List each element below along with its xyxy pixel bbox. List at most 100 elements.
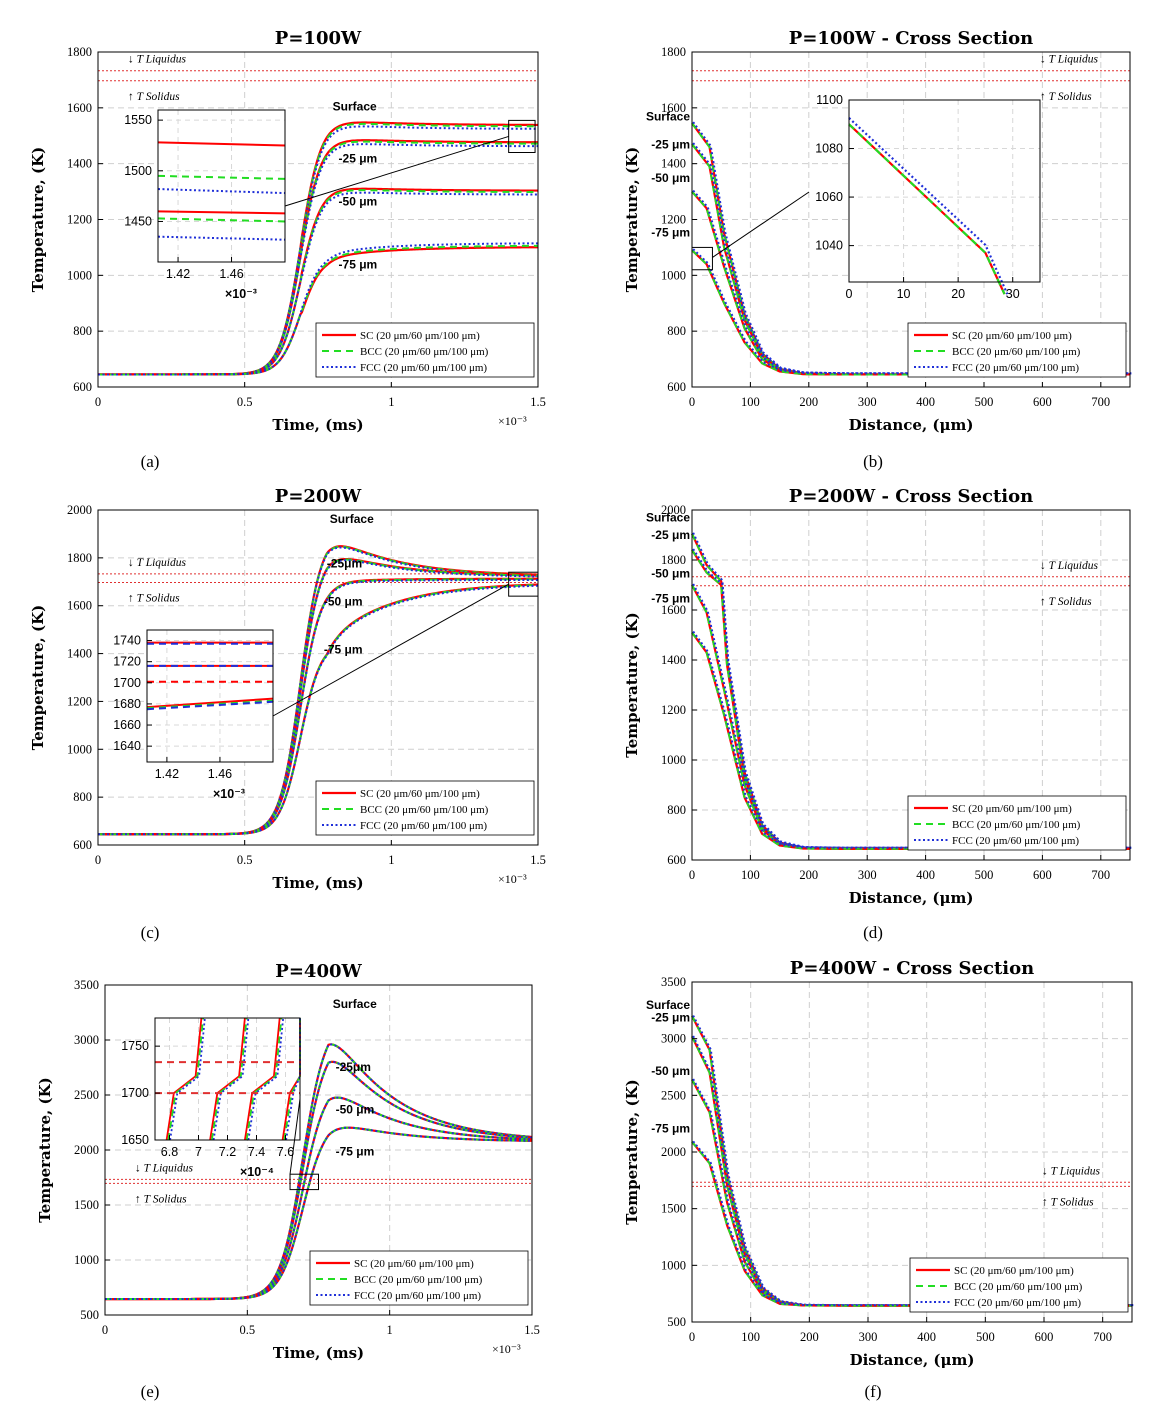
x-tick-label: 0 [689,1330,695,1344]
y-tick-label: 1740 [113,634,141,648]
y-tick-label: 1680 [113,697,141,711]
x-multiplier: ×10⁻³ [498,872,527,886]
curve-label: -75 μm [339,257,378,271]
y-tick-label: 3500 [74,978,99,992]
curve-0-fcc [105,1043,533,1301]
zoom-connector [712,191,810,258]
x-tick-label: 200 [799,868,818,882]
curve-label: -50 μm [339,195,378,209]
y-tick-label: 1040 [815,239,843,253]
y-tick-label: 1060 [815,190,843,204]
curve-label: Surface [330,512,374,526]
profile-label: -75 μm [651,225,690,239]
profile-label: -25 μm [651,528,690,542]
zoom-box [289,1173,319,1191]
legend-entry-bcc: BCC (20 μm/60 μm/100 μm) [952,819,1081,831]
y-tick-label: 1660 [113,718,141,732]
liquidus-label: ↓ T Liquidus [128,54,186,66]
x-tick-label: 0 [689,395,695,409]
x-tick-label: 7.2 [219,1145,236,1159]
y-tick-label: 1500 [661,1202,686,1216]
x-tick-label: 1 [388,395,394,409]
curve-3-fcc [98,584,539,836]
x-multiplier: ×10⁻³ [492,1342,521,1356]
y-tick-label: 2000 [67,503,92,517]
profile-label: Surface [646,510,690,524]
y-tick-label: 1750 [121,1039,149,1053]
y-tick-label: 1800 [661,553,686,567]
x-tick-label: 20 [951,287,965,301]
liquidus-label: ↓ T Liquidus [135,1162,193,1174]
panel-e: ↓ T Liquidus ↑ T Solidus Surface -25μm -50 μ… [36,961,540,1401]
plot-frame [97,509,539,846]
legend-entry-fcc: FCC (20 μm/60 μm/100 μm) [954,1297,1081,1309]
panel-title: P=200W [275,486,362,507]
solidus-label: ↑ T Solidus [135,1193,187,1205]
y-tick-label: 1450 [124,214,152,228]
x-tick-label: 1.46 [219,267,243,281]
x-axis-label: Distance, (μm) [850,1351,975,1369]
legend-entry-fcc: FCC (20 μm/60 μm/100 μm) [952,362,1079,374]
y-tick-label: 1100 [816,93,843,107]
curve-label: -75 μm [336,1145,375,1159]
x-tick-label: 1 [387,1323,393,1337]
x-tick-label: 0 [102,1323,108,1337]
curve-label: -25 μm [339,151,378,165]
curve-label: -25μm [336,1060,371,1074]
y-tick-label: 2500 [74,1088,99,1102]
panel-caption: (a) [141,452,160,471]
curve-1-fcc [105,1060,533,1301]
y-tick-label: 1500 [74,1198,99,1212]
y-tick-label: 800 [667,324,686,338]
y-axis-label: Temperature, (K) [29,147,47,292]
y-tick-label: 1800 [67,45,92,59]
panel-caption: (b) [863,452,883,471]
y-axis-label: Temperature, (K) [29,605,47,750]
y-tick-label: 800 [73,790,92,804]
liquidus-label: ↓ T Liquidus [1040,560,1098,572]
curve-label: Surface [333,100,377,114]
y-tick-label: 2500 [661,1088,686,1102]
y-tick-label: 1600 [67,101,92,115]
y-tick-label: 1800 [67,551,92,565]
x-tick-label: 200 [799,395,818,409]
y-tick-label: 1200 [67,694,92,708]
inset-frame [848,99,1041,283]
inset-frame [157,109,286,263]
y-tick-label: 3000 [74,1033,99,1047]
x-tick-label: 400 [916,395,935,409]
y-tick-label: 1400 [67,157,92,171]
x-tick-label: 10 [897,287,911,301]
inset-series-sc [165,1017,203,1141]
inset-x-multiplier: ×10⁻³ [213,787,245,801]
x-tick-label: 30 [1006,287,1020,301]
profile-1-fcc [692,142,1132,375]
panel-title: P=200W - Cross Section [789,486,1033,507]
x-tick-label: 1.5 [530,853,546,867]
y-tick-label: 3500 [661,975,686,989]
y-tick-label: 1800 [661,45,686,59]
y-tick-label: 1000 [67,742,92,756]
inset-series-sc [146,697,274,709]
y-axis-label: Temperature, (K) [623,612,641,757]
legend-entry-sc: SC (20 μm/60 μm/100 μm) [952,803,1072,815]
inset-background [849,100,1040,282]
zoom-box [691,246,713,271]
profile-label: Surface [646,998,690,1012]
legend-entry-sc: SC (20 μm/60 μm/100 μm) [360,330,480,342]
y-tick-label: 600 [667,853,686,867]
x-axis-label: Distance, (μm) [849,889,974,907]
y-tick-label: 1650 [121,1133,149,1147]
inset-series-bcc [245,1017,283,1141]
solidus-label: ↑ T Solidus [128,91,180,103]
curve-label: -50 μm [324,595,363,609]
y-tick-label: 1000 [661,268,686,282]
x-tick-label: 1.42 [155,767,179,781]
plot-frame [691,509,1131,861]
x-tick-label: 300 [859,1330,878,1344]
x-tick-label: 400 [916,868,935,882]
panel-a: ↓ T Liquidus ↑ T Solidus Surface -25 μm -50 … [29,28,546,471]
y-tick-label: 1550 [124,113,152,127]
x-tick-label: 1.5 [524,1323,540,1337]
